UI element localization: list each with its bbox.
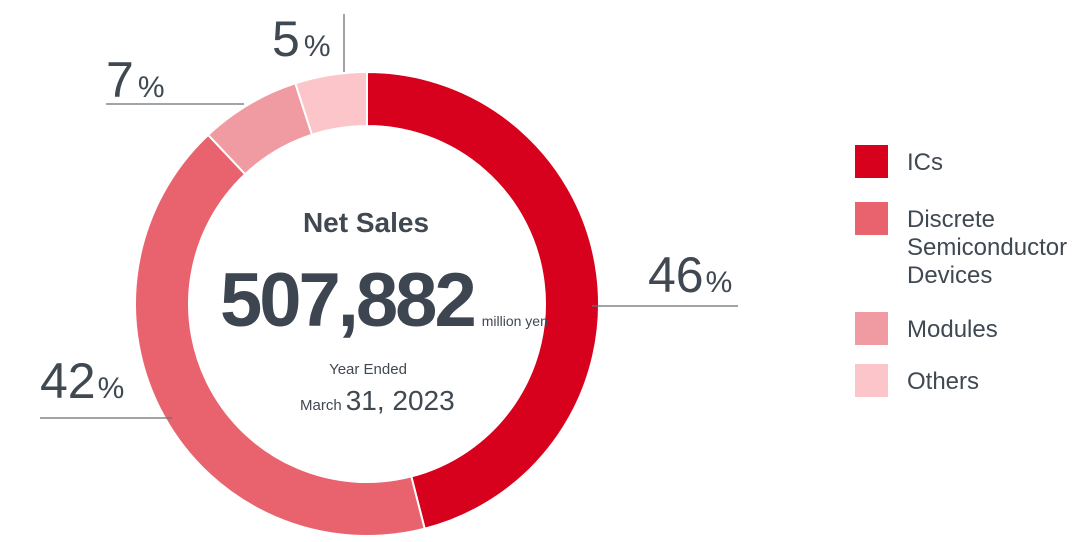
- donut-slices: [134, 70, 600, 537]
- legend-label-others: Others: [907, 368, 979, 395]
- data-label-discrete: 42%: [40, 353, 124, 409]
- legend-label-modules: Modules: [907, 316, 998, 343]
- center-subtitle: Year Ended: [329, 361, 407, 378]
- center-date-prefix: March: [300, 397, 342, 414]
- leader-lines: [40, 14, 738, 419]
- donut-slice-ics: [366, 70, 600, 530]
- legend-label-discrete-semiconductor-devices: Discrete Semiconductor Devices: [907, 206, 1067, 289]
- center-value-line: 507,882 million yen: [220, 258, 548, 343]
- legend-swatch-modules: [855, 312, 888, 345]
- center-title: Net Sales: [303, 207, 429, 238]
- legend-swatch-others: [855, 364, 888, 397]
- legend-swatch-ics: [855, 145, 888, 178]
- legend-swatch-discrete-semiconductor-devices: [855, 202, 888, 235]
- legend: ICs Discrete Semiconductor Devices Modules Ot…: [855, 145, 1067, 397]
- legend-label-ics: ICs: [907, 149, 943, 176]
- donut-slice-discrete-semiconductor-devices: [134, 133, 426, 537]
- data-label-modules: 7%: [106, 52, 165, 108]
- center-date-main: 31, 2023: [346, 385, 455, 416]
- center-date: March 31, 2023: [300, 385, 455, 416]
- center-unit: million yen: [482, 313, 548, 329]
- data-label-others: 5%: [272, 11, 331, 67]
- data-label-ics: 46%: [648, 247, 732, 303]
- center-value: 507,882: [220, 258, 474, 343]
- donut-slice-others: [294, 70, 368, 136]
